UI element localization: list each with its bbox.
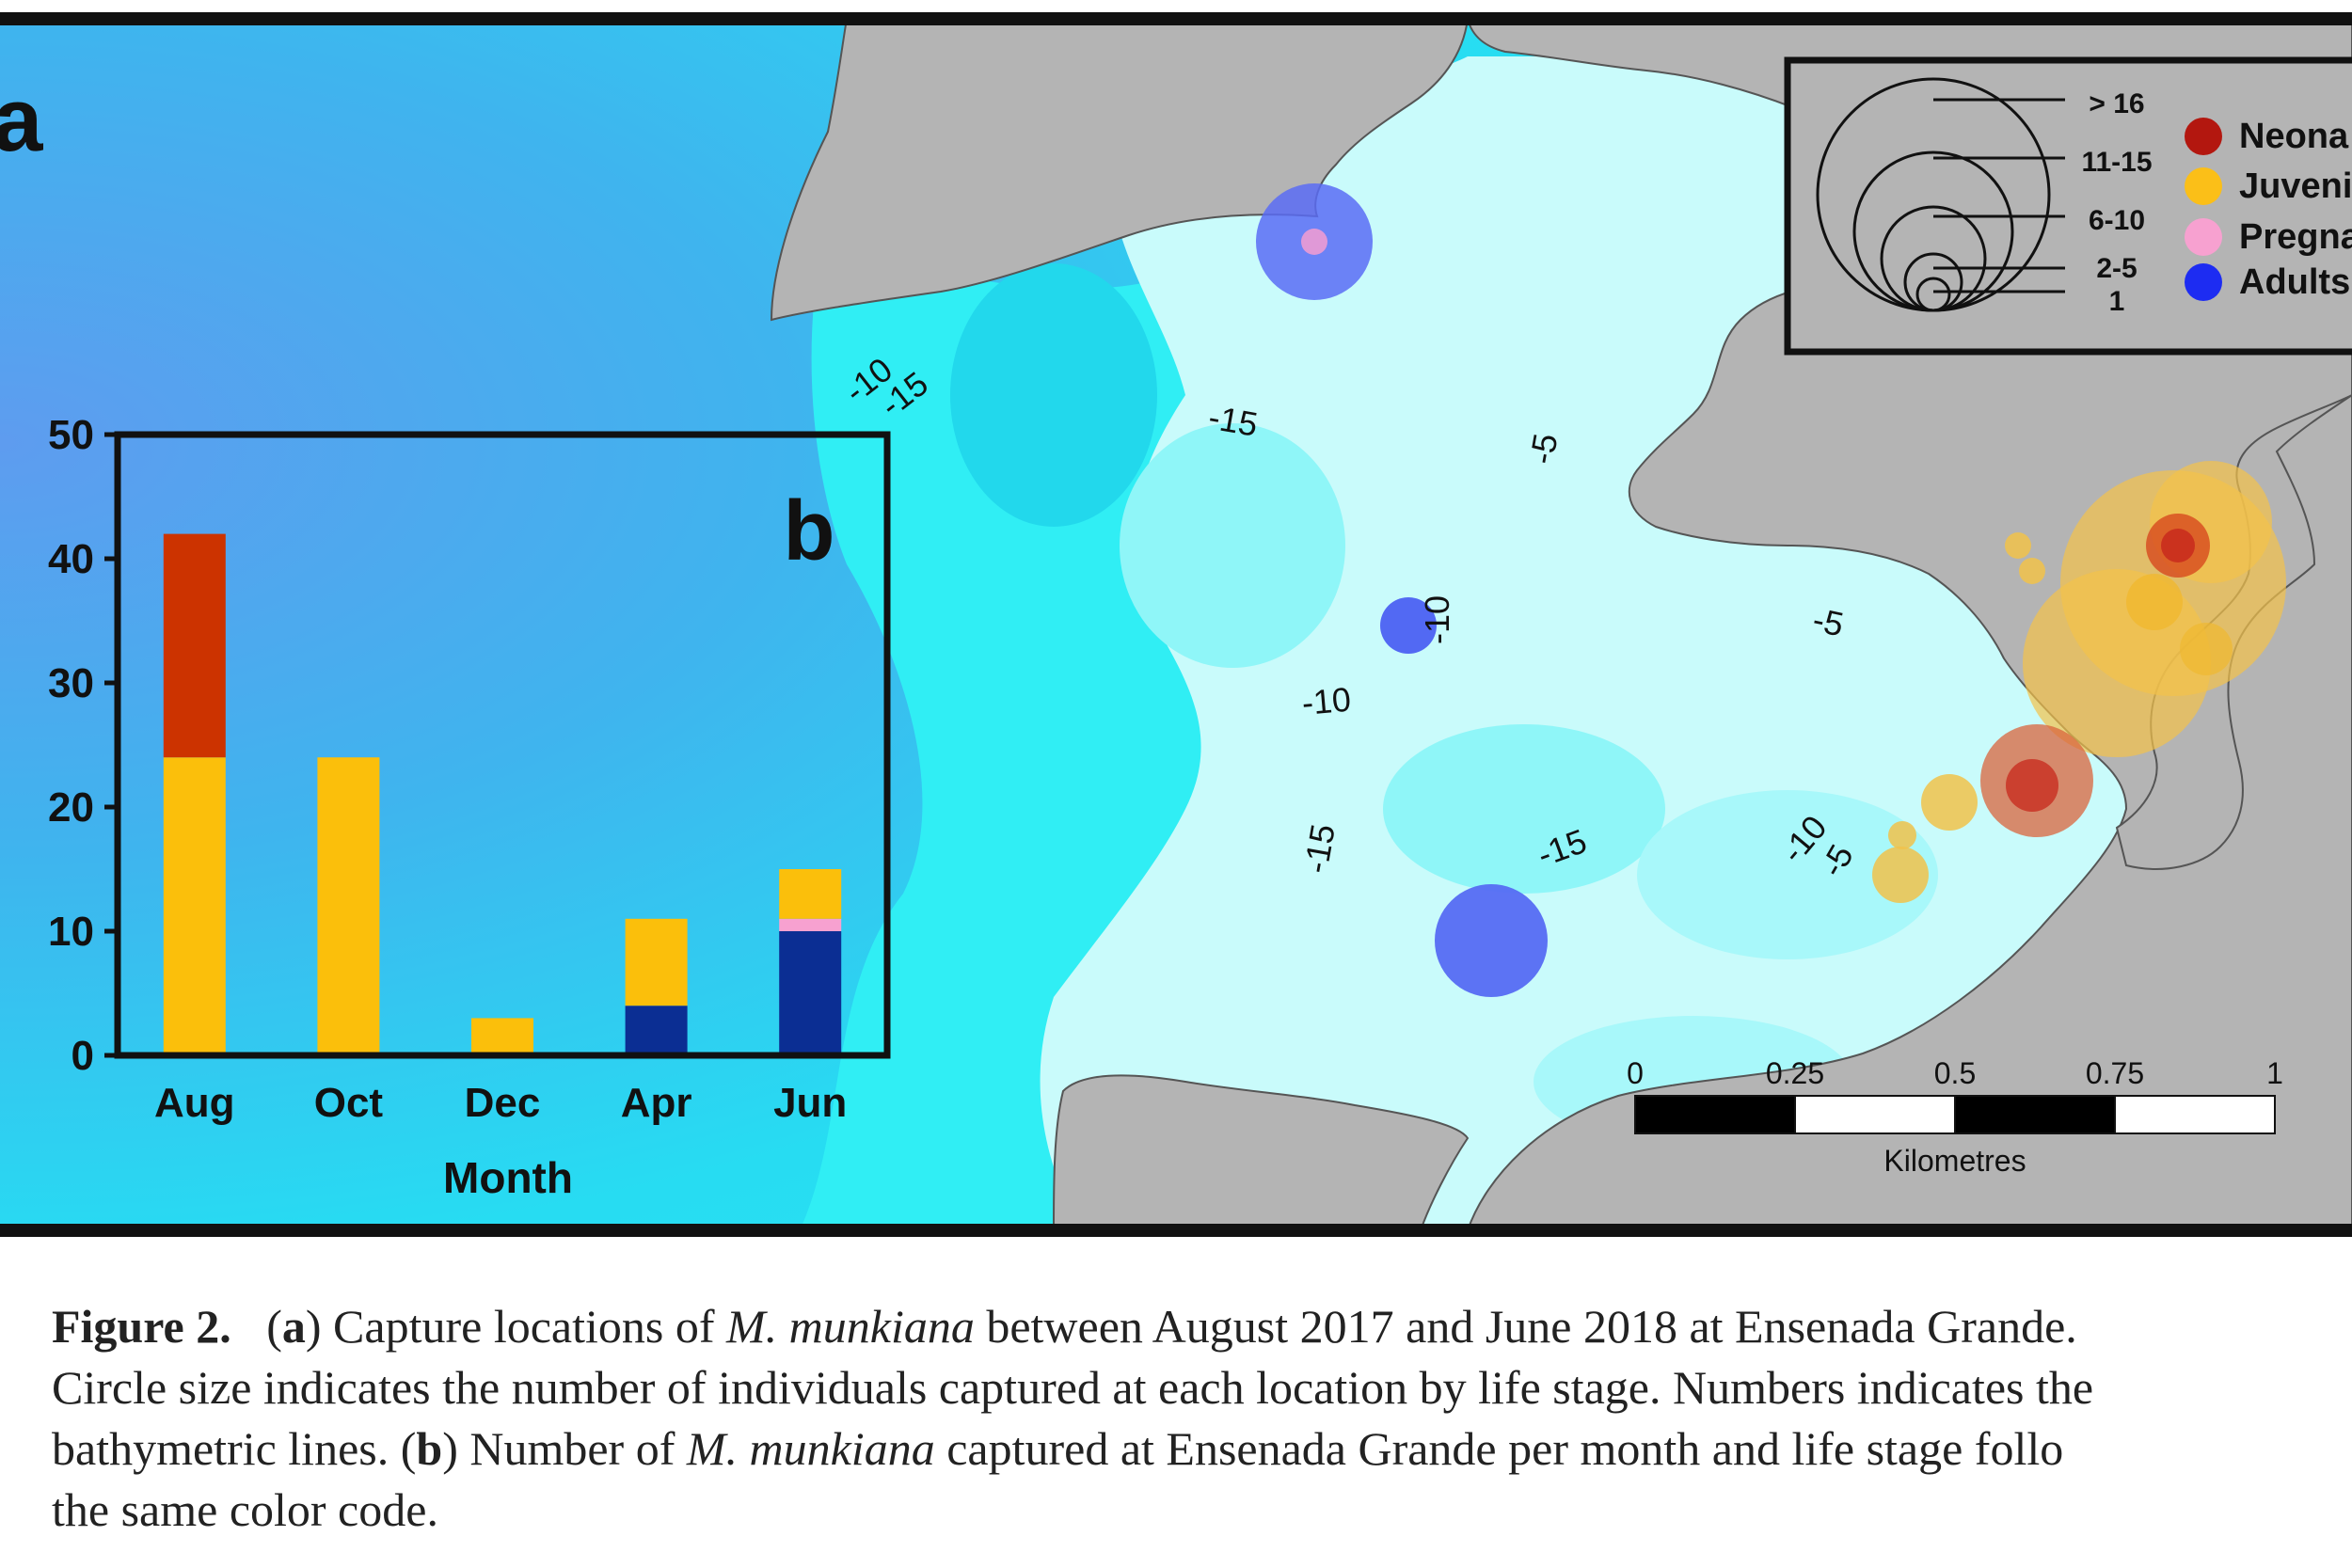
size-class-label: 1 <box>2109 286 2125 317</box>
capture-circle-pregnant <box>1301 229 1327 255</box>
land-south <box>1052 1074 1470 1231</box>
scale-tick-label: 0 <box>1627 1056 1644 1090</box>
scale-tick-label: 1 <box>2266 1056 2283 1090</box>
y-tick-label: 40 <box>48 536 94 582</box>
scale-tick-label: 0.5 <box>1934 1056 1976 1090</box>
contour-label: -15 <box>1296 821 1343 876</box>
figure-border <box>0 12 2352 1237</box>
size-class-label: > 16 <box>2089 88 2144 119</box>
bar-segment-juveniles-aug <box>163 757 226 1055</box>
caption-species: M. munkiana <box>686 1422 935 1475</box>
caption-line-4: the same color code. <box>52 1483 438 1536</box>
chart-frame <box>114 431 891 1059</box>
x-tick-label: Aug <box>154 1080 235 1126</box>
legend-label-pregnant: Pregna <box>2239 217 2352 257</box>
panel-a-label: a <box>0 70 43 170</box>
contour-label: -15 <box>1206 398 1261 444</box>
caption-line-1: Figure 2. (a) Capture locations of M. mu… <box>52 1300 2077 1353</box>
capture-circle-juveniles <box>2005 532 2031 559</box>
x-tick-label: Dec <box>465 1080 541 1126</box>
panel-b-label: b <box>784 484 835 578</box>
y-tick-label: 50 <box>48 412 94 458</box>
caption-species: M. munkiana <box>726 1300 975 1353</box>
capture-circle-neonates <box>2006 759 2058 812</box>
legend-marker-neonates <box>2185 118 2222 155</box>
caption-text: Capture locations of <box>333 1300 715 1353</box>
scale-tick-label: 0.25 <box>1766 1056 1824 1090</box>
y-tick-label: 30 <box>48 660 94 706</box>
figure-svg: -10 -15 -15 -5 -10 -10 -5 -15 -15 -10 -5… <box>0 12 2352 1237</box>
caption-panel-a-ref: a <box>281 1300 306 1353</box>
bar-segment-adults-apr <box>625 1006 688 1055</box>
bar-segment-neonates-aug <box>163 533 226 758</box>
caption-line-3: bathymetric lines. (b) Number of M. munk… <box>52 1422 2064 1475</box>
capture-circle-juveniles <box>1872 847 1929 903</box>
legend-marker-adults <box>2185 263 2222 301</box>
legend-marker-pregnant <box>2185 218 2222 256</box>
capture-circle-juveniles <box>2180 623 2233 675</box>
caption-line-2: Circle size indicates the number of indi… <box>52 1361 2094 1414</box>
capture-circle-juveniles <box>2126 574 2183 630</box>
contour-label: -5 <box>1522 431 1565 467</box>
figure-caption: Figure 2. (a) Capture locations of M. mu… <box>52 1296 2352 1560</box>
y-axis: 0 10 20 30 40 50 <box>48 412 118 1079</box>
bar-segment-adults-jun <box>779 931 842 1055</box>
x-tick-label: Apr <box>621 1080 692 1126</box>
scale-unit-label: Kilometres <box>1883 1144 2026 1178</box>
size-class-label: 11-15 <box>2081 147 2152 178</box>
capture-circle-juveniles <box>1888 821 1916 849</box>
bars-layer <box>163 533 842 1055</box>
bar-segment-juveniles-jun <box>779 869 842 919</box>
shallow-patch <box>1383 724 1665 894</box>
shallow-patch <box>1637 790 1938 959</box>
size-class-label: 2-5 <box>2096 253 2137 284</box>
x-axis-title: Month <box>443 1153 573 1202</box>
caption-text: captured at Ensenada Grande per month an… <box>946 1422 2064 1475</box>
contour-label: -10 <box>1300 680 1352 722</box>
figure-frame: -10 -15 -15 -5 -10 -10 -5 -15 -15 -10 -5… <box>0 12 2352 1237</box>
x-axis: Aug Oct Dec Apr Jun <box>154 1080 847 1126</box>
capture-circle-adults <box>1380 597 1437 654</box>
capture-circle-juveniles <box>1921 774 1978 831</box>
legend-marker-juveniles <box>2185 167 2222 205</box>
capture-circle-juveniles <box>2019 558 2045 584</box>
bar-segment-juveniles-apr <box>625 918 688 1006</box>
y-tick-label: 0 <box>72 1033 94 1079</box>
capture-circle-adults <box>1435 884 1548 997</box>
shallow-patch <box>1120 423 1345 668</box>
legend-label-juveniles: Juveni <box>2239 166 2352 206</box>
caption-text: between August 2017 and June 2018 at Ens… <box>986 1300 2077 1353</box>
x-tick-label: Jun <box>773 1080 847 1126</box>
scale-tick-label: 0.75 <box>2086 1056 2144 1090</box>
y-tick-label: 20 <box>48 784 94 831</box>
legend-box: > 16 11-15 6-10 2-5 1 Neona Juveni Pregn… <box>1784 56 2352 356</box>
caption-panel-b-ref: b <box>416 1422 443 1475</box>
x-tick-label: Oct <box>314 1080 384 1126</box>
deep-channel <box>950 263 1157 527</box>
scale-bar: 0 0.25 0.5 0.75 1 Kilometres <box>1627 1056 2283 1178</box>
legend-label-adults: Adults <box>2239 262 2350 302</box>
legend-label-neonates: Neona <box>2239 117 2349 156</box>
bar-segment-juveniles-oct <box>317 757 380 1055</box>
y-tick-label: 10 <box>48 909 94 955</box>
caption-text: bathymetric lines. ( <box>52 1422 417 1475</box>
capture-circle-neonates <box>2161 529 2195 562</box>
caption-text: Number of <box>469 1422 675 1475</box>
contour-label: -10 <box>1418 595 1456 644</box>
size-legend <box>1816 77 2065 312</box>
caption-figure-label: Figure 2. <box>52 1300 231 1353</box>
land-north <box>770 18 1470 322</box>
inset-bar-chart: 0 10 20 30 40 50 Aug Oct Dec Apr Jun b Month <box>48 412 891 1202</box>
bar-segment-pregnant-jun <box>779 918 842 931</box>
bar-segment-juveniles-dec <box>471 1018 533 1055</box>
size-class-label: 6-10 <box>2089 205 2145 236</box>
